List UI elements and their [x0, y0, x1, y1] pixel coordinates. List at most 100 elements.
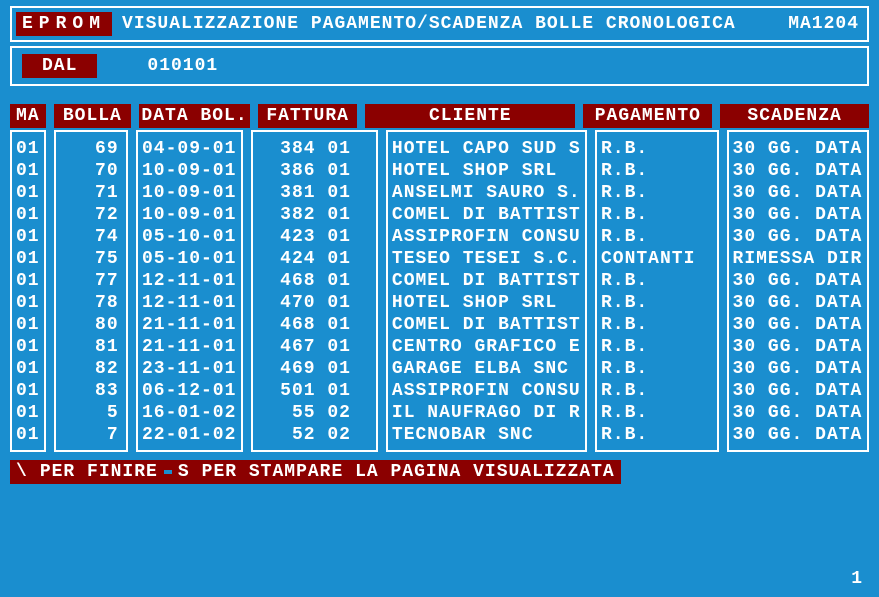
cell-bolla: 72 — [54, 204, 128, 226]
cell-bolla: 75 — [54, 248, 128, 270]
cell-cliente: COMEL DI BATTIST — [386, 270, 587, 292]
cell-cliente: HOTEL SHOP SRL — [386, 292, 587, 314]
table-row[interactable]: 01 7210-09-01 382 01COMEL DI BATTISTR.B.… — [10, 204, 869, 226]
cell-cliente: ANSELMI SAURO S. — [386, 182, 587, 204]
cell-ma: 01 — [10, 314, 46, 336]
cell-scadenza: 30 GG. DATA — [727, 424, 869, 452]
cell-fattura: 467 01 — [251, 336, 378, 358]
col-fattura: FATTURA — [258, 104, 357, 128]
cell-fattura: 382 01 — [251, 204, 378, 226]
table-row[interactable]: 01 7405-10-01 423 01ASSIPROFIN CONSUR.B.… — [10, 226, 869, 248]
cell-bolla: 70 — [54, 160, 128, 182]
cell-data: 05-10-01 — [136, 248, 243, 270]
cell-ma: 01 — [10, 424, 46, 452]
cell-bolla: 71 — [54, 182, 128, 204]
table-row[interactable]: 01 8223-11-01 469 01GARAGE ELBA SNC R.B.… — [10, 358, 869, 380]
cell-fattura: 423 01 — [251, 226, 378, 248]
table-header: MA BOLLA DATA BOL. FATTURA CLIENTE PAGAM… — [10, 104, 869, 128]
cell-data: 23-11-01 — [136, 358, 243, 380]
cell-scadenza: 30 GG. DATA — [727, 358, 869, 380]
table-row[interactable]: 01 81 21-11-01 467 01 CENTRO GRAFICO E R.B.… — [10, 336, 869, 358]
cell-bolla: 77 — [54, 270, 128, 292]
cell-pagamento: R.B. — [595, 226, 719, 248]
cell-data: 10-09-01 — [136, 204, 243, 226]
cell-pagamento: R.B. — [595, 314, 719, 336]
exit-key[interactable]: \ — [10, 460, 34, 484]
table-row[interactable]: 01 7505-10-01 424 01TESEO TESEI S.C.CONT… — [10, 248, 869, 270]
cell-bolla: 74 — [54, 226, 128, 248]
cell-pagamento: R.B. — [595, 358, 719, 380]
cell-scadenza: 30 GG. DATA — [727, 270, 869, 292]
cell-cliente: IL NAUFRAGO DI R — [386, 402, 587, 424]
table-row[interactable]: 01 69 04-09-01 384 01 HOTEL CAPO SUD S R.B.… — [10, 130, 869, 160]
cell-data: 12-11-01 — [136, 270, 243, 292]
table-row[interactable]: 01 8306-12-01 501 01ASSIPROFIN CONSUR.B.… — [10, 380, 869, 402]
cell-cliente: TESEO TESEI S.C. — [386, 248, 587, 270]
cell-pagamento: R.B. — [595, 292, 719, 314]
table-row[interactable]: 01 516-01-02 55 02IL NAUFRAGO DI RR.B. 3… — [10, 402, 869, 424]
cell-cliente: CENTRO GRAFICO E — [386, 336, 587, 358]
cell-fattura: 55 02 — [251, 402, 378, 424]
screen-code: MA1204 — [788, 14, 859, 34]
cell-data: 22-01-02 — [136, 424, 243, 452]
cell-data: 21-11-01 — [136, 336, 243, 358]
cell-pagamento: R.B. — [595, 204, 719, 226]
cell-fattura: 501 01 — [251, 380, 378, 402]
table-row[interactable]: 01 71 10-09-01 381 01 ANSELMI SAURO S. R.B.… — [10, 182, 869, 204]
footer-hints: \ PER FINIRE S PER STAMPARE LA PAGINA VI… — [10, 460, 621, 484]
data-table: MA BOLLA DATA BOL. FATTURA CLIENTE PAGAM… — [10, 104, 869, 452]
cell-bolla: 80 — [54, 314, 128, 336]
cell-pagamento: R.B. — [595, 336, 719, 358]
title-bar: EPROM VISUALIZZAZIONE PAGAMENTO/SCADENZA… — [10, 6, 869, 42]
cell-scadenza: 30 GG. DATA — [727, 292, 869, 314]
cell-ma: 01 — [10, 402, 46, 424]
cell-bolla: 5 — [54, 402, 128, 424]
cell-bolla: 81 — [54, 336, 128, 358]
cell-cliente: COMEL DI BATTIST — [386, 314, 587, 336]
cell-ma: 01 — [10, 292, 46, 314]
cell-cliente: COMEL DI BATTIST — [386, 204, 587, 226]
cell-data: 06-12-01 — [136, 380, 243, 402]
cell-cliente: GARAGE ELBA SNC — [386, 358, 587, 380]
cell-ma: 01 — [10, 248, 46, 270]
filter-label: DAL — [22, 54, 97, 78]
cell-cliente: TECNOBAR SNC — [386, 424, 587, 452]
col-pagamento: PAGAMENTO — [583, 104, 712, 128]
cell-scadenza: 30 GG. DATA — [727, 336, 869, 358]
table-row[interactable]: 01 7712-11-01 468 01COMEL DI BATTISTR.B.… — [10, 270, 869, 292]
cell-cliente: HOTEL CAPO SUD S — [386, 130, 587, 160]
col-bolla: BOLLA — [54, 104, 131, 128]
exit-label: PER FINIRE — [34, 460, 164, 484]
col-scadenza: SCADENZA — [720, 104, 869, 128]
table-row[interactable]: 01 722-01-02 52 02TECNOBAR SNC R.B. 30 G… — [10, 424, 869, 452]
cell-pagamento: R.B. — [595, 402, 719, 424]
cell-ma: 01 — [10, 336, 46, 358]
cell-data: 04-09-01 — [136, 130, 243, 160]
cell-ma: 01 — [10, 182, 46, 204]
cell-data: 05-10-01 — [136, 226, 243, 248]
cell-fattura: 52 02 — [251, 424, 378, 452]
cell-fattura: 381 01 — [251, 182, 378, 204]
table-row[interactable]: 01 7010-09-01 386 01HOTEL SHOP SRL R.B. … — [10, 160, 869, 182]
cell-ma: 01 — [10, 160, 46, 182]
cell-pagamento: R.B. — [595, 130, 719, 160]
cell-data: 10-09-01 — [136, 182, 243, 204]
table-row[interactable]: 01 7812-11-01 470 01HOTEL SHOP SRL R.B. … — [10, 292, 869, 314]
cell-ma: 01 — [10, 358, 46, 380]
cell-scadenza: 30 GG. DATA — [727, 130, 869, 160]
cell-pagamento: R.B. — [595, 182, 719, 204]
cell-data: 12-11-01 — [136, 292, 243, 314]
cell-ma: 01 — [10, 130, 46, 160]
cell-fattura: 468 01 — [251, 314, 378, 336]
page-number: 1 — [851, 569, 863, 589]
cell-bolla: 69 — [54, 130, 128, 160]
filter-value[interactable]: 010101 — [147, 56, 218, 76]
cell-data: 16-01-02 — [136, 402, 243, 424]
cell-bolla: 82 — [54, 358, 128, 380]
table-row[interactable]: 01 8021-11-01 468 01COMEL DI BATTISTR.B.… — [10, 314, 869, 336]
cell-fattura: 384 01 — [251, 130, 378, 160]
print-key[interactable]: S — [172, 460, 196, 484]
cell-scadenza: RIMESSA DIR — [727, 248, 869, 270]
footer-separator — [164, 470, 172, 474]
cell-bolla: 7 — [54, 424, 128, 452]
